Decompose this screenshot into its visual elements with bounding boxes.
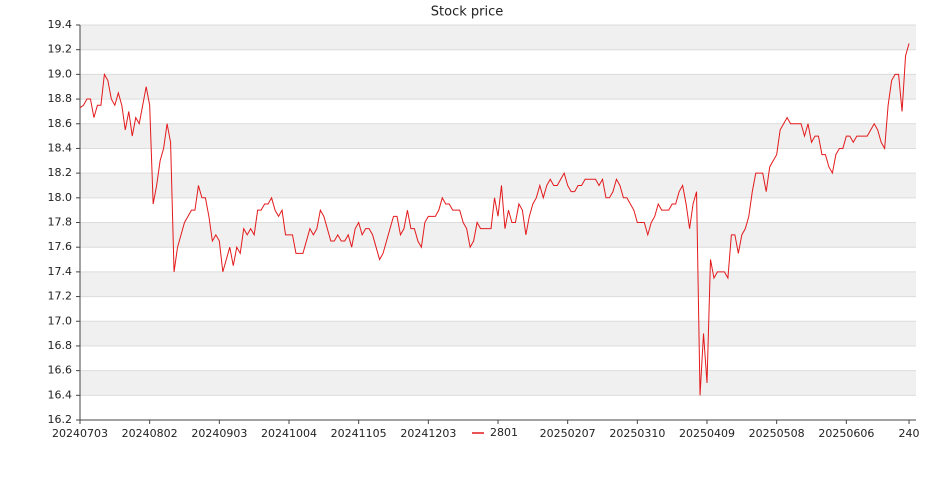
y-tick-label: 17.0	[48, 314, 73, 327]
y-tick-label: 19.4	[48, 18, 73, 31]
grid-band	[80, 321, 916, 346]
grid-band	[80, 271, 916, 297]
y-tick-label: 18.4	[48, 141, 73, 154]
x-tick-label: 20241105	[331, 427, 387, 440]
x-tick-label: 20250207	[540, 427, 596, 440]
y-tick-label: 19.0	[48, 67, 73, 80]
grid-band	[80, 74, 916, 100]
series-line	[79, 43, 910, 396]
y-tick-label: 17.2	[48, 290, 73, 303]
x-tick-label: 20250606	[818, 427, 874, 440]
grid-band	[80, 123, 916, 149]
legend-box	[468, 425, 528, 441]
y-tick-label: 16.2	[48, 413, 73, 426]
y-tick-label: 16.6	[48, 364, 73, 377]
y-tick-label: 16.8	[48, 339, 73, 352]
y-tick-label: 17.4	[48, 265, 73, 278]
x-tick-label: 20241203	[400, 427, 456, 440]
x-tick-label: 20240903	[191, 427, 247, 440]
y-tick-label: 18.0	[48, 191, 73, 204]
x-tick-label: 20250508	[749, 427, 805, 440]
grid-band	[80, 222, 916, 248]
legend-label: 2801	[490, 426, 518, 439]
x-tick-label: 20241004	[261, 427, 317, 440]
y-tick-label: 19.2	[48, 43, 73, 56]
x-tick-label: 20240802	[122, 427, 178, 440]
chart-title: Stock price	[431, 5, 503, 20]
y-tick-label: 18.6	[48, 117, 73, 130]
x-tick-label: 20240703	[52, 427, 108, 440]
y-tick-label: 17.6	[48, 240, 73, 253]
y-tick-label: 18.2	[48, 166, 73, 179]
y-tick-label: 17.8	[48, 216, 73, 229]
grid-band	[80, 25, 916, 50]
x-tick-label: 20250310	[609, 427, 665, 440]
x-tick-label: 240	[899, 427, 920, 440]
grid-band	[80, 370, 916, 396]
x-tick-label: 20250409	[679, 427, 735, 440]
y-tick-label: 16.4	[48, 388, 73, 401]
grid-band	[80, 173, 916, 198]
y-tick-label: 18.8	[48, 92, 73, 105]
